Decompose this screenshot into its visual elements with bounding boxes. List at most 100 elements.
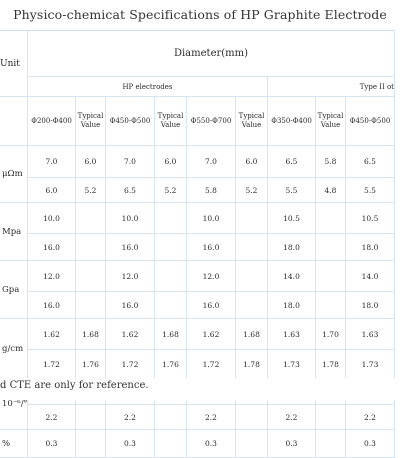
table-cell: 2.2 xyxy=(346,405,395,430)
table-cell: 12.0 xyxy=(187,261,236,292)
table-cell xyxy=(316,261,346,292)
table-cell: 10.5 xyxy=(346,203,395,234)
table-cell: 12.0 xyxy=(106,261,155,292)
table-cell: 0.3 xyxy=(28,430,76,458)
table-cell: 6.0 xyxy=(76,146,106,178)
table-cell xyxy=(236,261,268,292)
typical-line1: Typical xyxy=(317,112,344,120)
table-cell: 6.5 xyxy=(268,146,316,178)
table-cell: 7.0 xyxy=(187,146,236,178)
hp-group-header: HP electrodes xyxy=(28,77,268,97)
table-cell: 5.8 xyxy=(187,178,236,203)
table-cell: 1.72 xyxy=(187,350,236,379)
page-title: Physico-chemicat Specifications of HP Gr… xyxy=(0,0,400,30)
footnote: d CTE are only for reference. xyxy=(0,378,400,400)
table-cell: 1.72 xyxy=(28,350,76,379)
table-cell xyxy=(236,430,268,458)
typical-line2: Value xyxy=(160,121,181,129)
table-cell xyxy=(155,203,187,234)
table-cell: 16.0 xyxy=(106,234,155,261)
table-cell: 16.0 xyxy=(28,292,76,319)
type2-group-header: Type II ot xyxy=(268,77,395,97)
table-cell xyxy=(76,203,106,234)
unit-header: Unit xyxy=(0,31,28,97)
typical-header: Typical Value xyxy=(155,97,187,146)
table-cell: 16.0 xyxy=(28,234,76,261)
table-cell xyxy=(316,234,346,261)
table-cell xyxy=(76,430,106,458)
table-cell: 14.0 xyxy=(268,261,316,292)
table-cell: 14.0 xyxy=(346,261,395,292)
table-cell: 1.62 xyxy=(106,319,155,350)
table-cell: 5.8 xyxy=(316,146,346,178)
table-cell: 1.68 xyxy=(155,319,187,350)
table-cell: 5.2 xyxy=(236,178,268,203)
unit-label-strength: Mpa xyxy=(0,203,28,261)
table-cell: 1.68 xyxy=(76,319,106,350)
table-cell: 1.73 xyxy=(268,350,316,379)
table-cell: 0.3 xyxy=(106,430,155,458)
table-cell: 6.0 xyxy=(28,178,76,203)
table-cell: 6.5 xyxy=(346,146,395,178)
table-cell: 1.68 xyxy=(236,319,268,350)
table-cell: 16.0 xyxy=(187,234,236,261)
table-cell xyxy=(236,405,268,430)
typical-line1: Typical xyxy=(77,112,104,120)
table-cell: 1.76 xyxy=(76,350,106,379)
table-cell: 18.0 xyxy=(346,292,395,319)
table-cell: 6.0 xyxy=(236,146,268,178)
table-cell xyxy=(236,234,268,261)
typical-line2: Value xyxy=(320,121,341,129)
table-cell: 1.78 xyxy=(316,350,346,379)
table-cell: 6.5 xyxy=(106,178,155,203)
size-header: Φ350-Φ400 xyxy=(268,97,316,146)
table-cell xyxy=(316,292,346,319)
diameter-header: Diameter(mm) xyxy=(28,31,395,77)
table-cell: 1.62 xyxy=(187,319,236,350)
size-header: Φ550-Φ700 xyxy=(187,97,236,146)
table-cell: 5.2 xyxy=(155,178,187,203)
table-cell xyxy=(316,430,346,458)
typical-header: Typical Value xyxy=(236,97,268,146)
table-cell xyxy=(76,292,106,319)
table-cell xyxy=(316,203,346,234)
table-cell: 7.0 xyxy=(106,146,155,178)
typical-header: Typical Value xyxy=(316,97,346,146)
table-cell: 5.2 xyxy=(76,178,106,203)
table-cell: 1.76 xyxy=(155,350,187,379)
table-cell: 18.0 xyxy=(346,234,395,261)
table-cell: 0.3 xyxy=(268,430,316,458)
table-cell: 2.2 xyxy=(268,405,316,430)
table-cell: 4.8 xyxy=(316,178,346,203)
table-cell: 10.0 xyxy=(187,203,236,234)
typical-line1: Typical xyxy=(157,112,184,120)
table-cell: 0.3 xyxy=(346,430,395,458)
size-header: Φ200-Φ400 xyxy=(28,97,76,146)
table-cell: 16.0 xyxy=(187,292,236,319)
table-cell xyxy=(155,261,187,292)
table-cell: 12.0 xyxy=(28,261,76,292)
table-cell: 1.62 xyxy=(28,319,76,350)
table-cell: 18.0 xyxy=(268,234,316,261)
table-cell xyxy=(236,203,268,234)
table-cell: 0.3 xyxy=(187,430,236,458)
table-cell: 10.0 xyxy=(106,203,155,234)
table-cell: 5.5 xyxy=(268,178,316,203)
table-cell xyxy=(155,234,187,261)
unit-label-modulus: Gpa xyxy=(0,261,28,319)
table-cell xyxy=(236,292,268,319)
size-header: Φ450-Φ500 xyxy=(346,97,395,146)
table-cell xyxy=(76,234,106,261)
typical-line2: Value xyxy=(80,121,101,129)
table-cell: 6.0 xyxy=(155,146,187,178)
table-cell: 1.70 xyxy=(316,319,346,350)
table-cell xyxy=(155,405,187,430)
unit-label-ash: % xyxy=(0,430,28,458)
table-cell: 1.63 xyxy=(346,319,395,350)
table-cell: 1.63 xyxy=(268,319,316,350)
table-cell: 2.2 xyxy=(28,405,76,430)
typical-line1: Typical xyxy=(238,112,265,120)
table-cell xyxy=(76,261,106,292)
unit-label-resistivity: μΩm xyxy=(0,146,28,203)
unit-blank xyxy=(0,97,28,146)
